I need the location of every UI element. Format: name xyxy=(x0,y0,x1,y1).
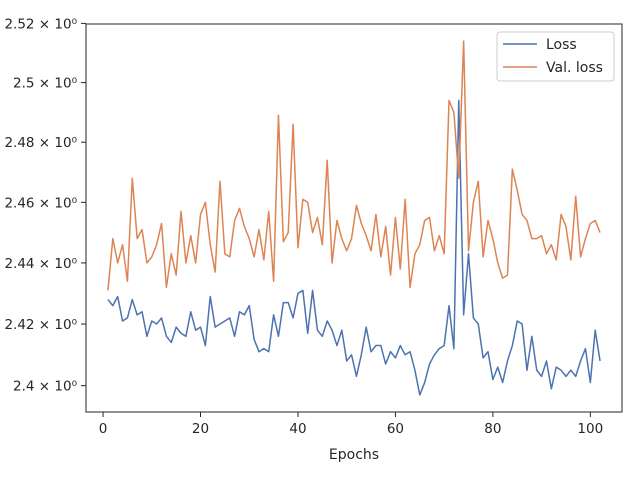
legend-label-loss: Loss xyxy=(546,37,577,53)
series-line-val-loss xyxy=(107,40,601,291)
y-tick-label: 2.46 × 10⁰ xyxy=(4,195,77,211)
x-tick-label: 60 xyxy=(387,421,404,437)
x-tick-label: 20 xyxy=(192,421,209,437)
legend: Loss Val. loss xyxy=(496,31,615,82)
legend-label-val-loss: Val. loss xyxy=(546,60,603,76)
y-tick-label: 2.42 × 10⁰ xyxy=(4,317,77,333)
y-tick-label: 2.44 × 10⁰ xyxy=(4,256,77,272)
series-line-loss xyxy=(107,99,601,396)
x-axis: 0 20 40 60 80 100 xyxy=(99,412,603,437)
series-layer xyxy=(107,40,601,396)
x-tick-label: 40 xyxy=(289,421,306,437)
x-tick-label: 0 xyxy=(99,421,108,437)
x-tick-label: 80 xyxy=(484,421,501,437)
x-axis-label: Epochs xyxy=(329,447,379,463)
y-tick-label: 2.5 × 10⁰ xyxy=(13,76,77,92)
y-tick-label: 2.4 × 10⁰ xyxy=(13,379,77,395)
x-tick-label: 100 xyxy=(577,421,603,437)
y-tick-label: 2.52 × 10⁰ xyxy=(4,16,77,32)
y-axis: 2.4 × 10⁰ 2.42 × 10⁰ 2.44 × 10⁰ 2.46 × 10⁰ 2… xyxy=(4,16,86,395)
y-tick-label: 2.48 × 10⁰ xyxy=(4,135,77,151)
plot-frame xyxy=(85,23,623,413)
